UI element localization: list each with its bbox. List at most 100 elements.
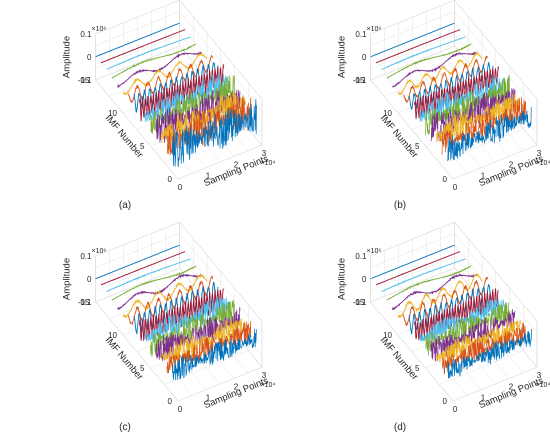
x-multiplier: ×10⁴ [261, 382, 276, 389]
z-multiplier: ×10⁶ [92, 26, 107, 33]
z-multiplier: ×10⁶ [92, 248, 107, 255]
z-tick-label: -0.1 [353, 298, 367, 307]
z-tick-label: -0.1 [353, 76, 367, 85]
imf-10-line [122, 52, 208, 95]
x-tick-label: 1 [206, 172, 211, 181]
y-tick-label: 15 [356, 76, 365, 85]
z-tick-label: -0.1 [78, 76, 92, 85]
grid-line [95, 267, 180, 303]
grid-line [370, 221, 455, 257]
x-tick-label: 2 [234, 382, 239, 391]
imf-10-line [397, 273, 483, 319]
grid-line [454, 221, 538, 322]
z-tick-label: 0.1 [80, 252, 92, 261]
x-tick-label: 1 [481, 172, 486, 181]
grid-line [370, 233, 455, 268]
y-tick-label: 15 [356, 298, 365, 307]
grid-line [95, 11, 180, 46]
panel-caption: (a) [119, 200, 131, 211]
x-multiplier: ×10⁴ [536, 160, 550, 167]
imf-10-line [122, 273, 208, 319]
y-tick-label: 10 [383, 331, 392, 340]
grid-line [452, 144, 538, 180]
x-tick-label: 0 [178, 183, 183, 192]
panel-caption: (d) [394, 422, 406, 433]
imf-13-line [381, 258, 466, 292]
imf-11-line [392, 51, 477, 88]
imf-1-line [447, 107, 532, 162]
z-tick-label: 0 [362, 53, 367, 62]
grid-line [454, 11, 538, 111]
imf-3-line [161, 318, 246, 363]
grid-line [179, 233, 263, 333]
imf-15-line [95, 22, 180, 58]
grid-line [454, 0, 538, 100]
grid-line [179, 221, 263, 322]
z-axis-label: Amplitude [337, 258, 348, 300]
imf-10-line [397, 52, 483, 96]
imf-12-line [111, 265, 197, 301]
grid-line [370, 11, 455, 46]
grid-line [164, 128, 249, 163]
x-multiplier: ×10⁴ [536, 382, 550, 389]
x-multiplier: ×10⁴ [261, 160, 276, 167]
z-tick-label: 0 [362, 275, 367, 284]
y-tick-label: 5 [415, 142, 420, 151]
imf-14-line [375, 251, 461, 286]
x-tick-label: 1 [481, 394, 486, 403]
imf-14-line [101, 251, 186, 286]
imf-13-line [106, 258, 191, 293]
imf-traces [370, 244, 532, 379]
y-tick-label: 10 [383, 109, 392, 118]
grid-line [177, 366, 263, 402]
panel-caption: (b) [394, 200, 406, 211]
imf-13-line [106, 36, 191, 70]
grid-line [164, 350, 249, 385]
imf-15-line [95, 244, 180, 280]
imf-5-line [150, 75, 235, 134]
x-tick-label: 3 [262, 371, 267, 380]
imf-4-line [430, 309, 516, 362]
x-tick-label: 0 [453, 405, 458, 414]
x-tick-label: 0 [178, 405, 183, 414]
x-tick-label: 2 [234, 160, 239, 169]
x-tick-label: 3 [537, 149, 542, 158]
imf-traces [95, 244, 257, 381]
grid-line [95, 45, 180, 81]
y-tick-label: 5 [415, 364, 420, 373]
imf-11-line [392, 273, 477, 311]
panel-caption: (c) [119, 422, 131, 433]
z-axis-label: Amplitude [337, 36, 348, 78]
grid-line [95, 233, 180, 268]
imf-3-line [436, 94, 521, 143]
x-tick-label: 2 [509, 382, 514, 391]
z-tick-label: 0.1 [355, 252, 367, 261]
grid-line [179, 11, 263, 111]
imf-5-line [425, 74, 510, 136]
y-tick-label: 10 [108, 109, 117, 118]
x-tick-label: 0 [453, 183, 458, 192]
y-tick-label: 0 [168, 397, 173, 406]
z-tick-label: 0 [87, 53, 92, 62]
imf-14-line [100, 29, 186, 64]
imf-6-line [419, 298, 505, 342]
imf-15-line [370, 244, 455, 280]
imf-traces [370, 22, 532, 162]
grid-line [370, 0, 455, 35]
grid-line [370, 267, 455, 303]
imf-9-line [403, 276, 488, 327]
grid-line [95, 221, 180, 257]
imf-11-line [117, 51, 202, 88]
z-multiplier: ×10⁶ [367, 26, 382, 33]
x-tick-label: 3 [262, 149, 267, 158]
imf-4-line [155, 89, 241, 144]
z-axis-label: Amplitude [62, 258, 73, 300]
imf-12-line [111, 43, 196, 79]
z-tick-label: 0.1 [80, 30, 92, 39]
imf-5-line [150, 300, 235, 358]
grid-line [370, 45, 455, 81]
y-tick-label: 0 [443, 175, 448, 184]
imf-9-line [403, 55, 488, 104]
